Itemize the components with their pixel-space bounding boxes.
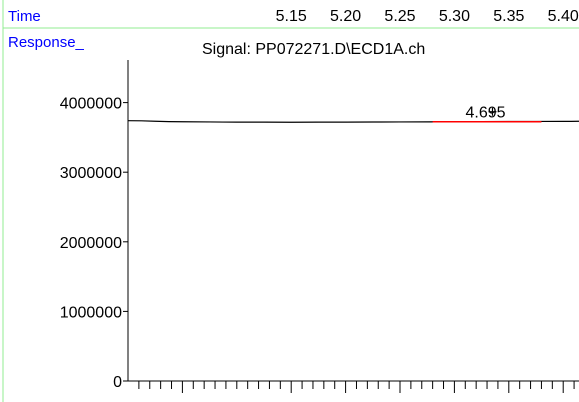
series-layer [127,120,579,123]
time-label: Time [8,8,41,25]
x-tick-labels: 5.155.205.255.305.355.405.455.50 [276,8,579,25]
response-label: Response_ [8,34,85,51]
y-tick-label: 1000000 [60,304,122,321]
y-tick-label: 4000000 [60,96,122,113]
y-axis: 0 1000000 2000000 3000000 4000000 [60,60,129,391]
peak-label: 4.695 [465,105,505,122]
chart-title: Signal: PP072271.D\ECD1A.ch [202,41,425,58]
annotation-layer: 4.695 [465,105,505,122]
x-tick-label: 5.25 [384,8,415,25]
y-tick-label: 3000000 [60,165,122,182]
x-tick-label: 5.20 [330,8,361,25]
signal-trace [127,120,579,123]
y-tick-label: 2000000 [60,235,122,252]
x-tick-label: 5.40 [548,8,579,25]
x-tick-label: 5.15 [276,8,307,25]
x-axis [128,380,579,393]
y-tick-label: 0 [113,374,122,391]
x-tick-label: 5.35 [493,8,524,25]
x-tick-label: 5.30 [439,8,470,25]
